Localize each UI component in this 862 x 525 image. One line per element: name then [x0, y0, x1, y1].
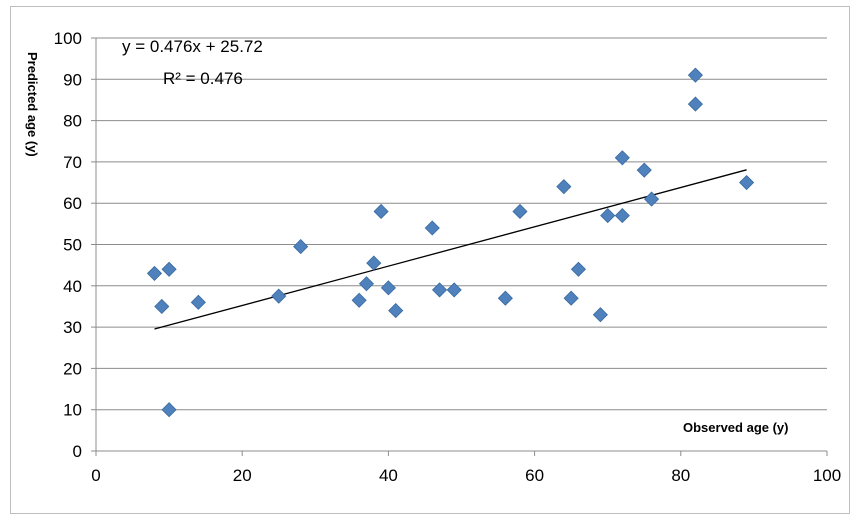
data-point-11 [380, 280, 396, 296]
y-axis-title: Predicted age (y) [25, 52, 40, 157]
data-point-6 [293, 238, 309, 255]
y-tick-label-40: 40 [63, 277, 82, 296]
data-point-7 [351, 292, 367, 308]
data-point-5 [271, 288, 287, 304]
data-point-22 [600, 208, 616, 224]
y-tick-label-20: 20 [63, 359, 82, 378]
trendline-equation: y = 0.476x + 25.72 [122, 37, 263, 56]
x-tick-label-20: 20 [233, 466, 252, 485]
data-point-24 [614, 208, 630, 224]
data-point-27 [687, 67, 703, 83]
data-point-3 [161, 402, 177, 418]
tick-labels: 0 10 20 30 40 50 60 70 80 90 100 0 20 40 60 80 100 [54, 29, 842, 485]
data-point-4 [190, 294, 206, 310]
data-point-16 [497, 290, 513, 306]
data-point-12 [388, 303, 404, 319]
data-points [146, 67, 755, 418]
data-point-23 [614, 150, 630, 166]
y-tick-label-70: 70 [63, 153, 82, 172]
data-point-29 [739, 174, 755, 191]
data-point-25 [636, 162, 652, 178]
data-point-14 [432, 282, 448, 298]
x-tick-label-40: 40 [379, 466, 398, 485]
data-point-0 [146, 265, 163, 281]
data-point-1 [154, 298, 170, 315]
data-point-26 [643, 191, 660, 207]
data-point-10 [373, 203, 389, 220]
trendline-line [154, 169, 747, 330]
data-point-13 [424, 220, 440, 236]
x-tick-label-60: 60 [525, 466, 544, 485]
y-tick-label-10: 10 [63, 401, 82, 420]
data-point-21 [592, 307, 608, 323]
trendline [154, 169, 747, 330]
data-point-19 [563, 290, 579, 306]
y-tick-label-90: 90 [63, 70, 82, 89]
y-tick-label-50: 50 [63, 236, 82, 255]
y-tick-label-100: 100 [54, 29, 82, 48]
gridlines [96, 37, 827, 411]
r-squared-label: R² = 0.476 [163, 69, 243, 88]
data-point-20 [570, 261, 587, 277]
x-axis-title: Observed age (y) [683, 420, 789, 435]
y-tick-label-0: 0 [73, 442, 82, 461]
x-tick-label-80: 80 [671, 466, 690, 485]
axes [91, 37, 828, 456]
chart-frame [10, 6, 850, 514]
x-tick-label-100: 100 [813, 466, 841, 485]
data-point-15 [446, 282, 462, 298]
y-tick-label-60: 60 [63, 194, 82, 213]
data-point-8 [358, 276, 375, 292]
data-point-17 [512, 203, 528, 220]
y-tick-label-80: 80 [63, 112, 82, 131]
data-point-28 [687, 96, 703, 112]
y-tick-label-30: 30 [63, 318, 82, 337]
x-tick-label-0: 0 [91, 466, 100, 485]
data-point-2 [161, 261, 177, 277]
data-point-18 [556, 179, 572, 195]
data-point-9 [366, 255, 382, 271]
